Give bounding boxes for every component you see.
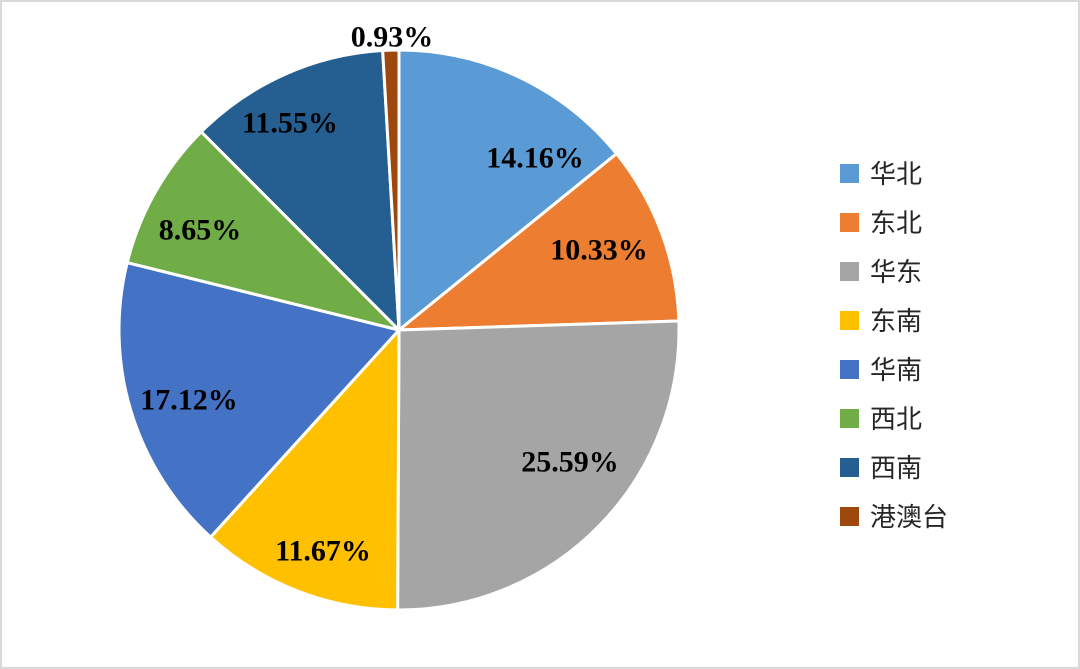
pie-data-label-华北: 14.16% (486, 142, 584, 175)
legend: 华北东北华东东南华南西北西南港澳台 (840, 149, 948, 541)
legend-item-东南: 东南 (840, 296, 948, 345)
pie-data-labels: 14.16% 10.33% 25.59% 11.67% 17.12% 8.65% 11.55… (140, 21, 648, 568)
pie-data-label-华南: 17.12% (140, 384, 238, 417)
pie-slice-华北 (397, 48, 619, 332)
legend-swatch-icon (840, 164, 859, 183)
legend-label: 华南 (870, 354, 923, 385)
pie-data-label-西南: 11.55% (242, 107, 338, 140)
pie-data-label-港澳台: 0.93% (351, 21, 434, 54)
pie-data-label-东南: 11.67% (275, 535, 371, 568)
legend-label: 东北 (870, 207, 923, 238)
legend-item-西南: 西南 (840, 443, 948, 492)
legend-item-华北: 华北 (840, 149, 948, 198)
legend-label: 西北 (870, 403, 923, 434)
pie-slice-华东 (396, 319, 681, 612)
legend-swatch-icon (840, 262, 859, 281)
legend-swatch-icon (840, 360, 859, 379)
legend-swatch-icon (840, 507, 859, 526)
legend-swatch-icon (840, 213, 859, 232)
legend-swatch-icon (840, 458, 859, 477)
legend-item-港澳台: 港澳台 (840, 492, 948, 541)
legend-item-华东: 华东 (840, 247, 948, 296)
legend-item-东北: 东北 (840, 198, 948, 247)
legend-label: 东南 (870, 305, 923, 336)
pie-slice-西南 (199, 48, 401, 332)
pie-data-label-华东: 25.59% (521, 446, 619, 479)
legend-item-西北: 西北 (840, 394, 948, 443)
legend-label: 华东 (870, 256, 923, 287)
legend-label: 港澳台 (870, 501, 949, 532)
legend-item-华南: 华南 (840, 345, 948, 394)
pie-slice-西北 (125, 130, 401, 332)
legend-swatch-icon (840, 409, 859, 428)
pie-slice-东北 (397, 152, 681, 332)
pie-slice-东南 (209, 328, 401, 612)
legend-swatch-icon (840, 311, 859, 330)
pie-slice-华南 (117, 261, 401, 539)
pie-data-label-东北: 10.33% (550, 234, 648, 267)
pie-data-label-西北: 8.65% (159, 214, 242, 247)
legend-label: 西南 (870, 452, 923, 483)
pie-slices (117, 48, 681, 612)
pie-slice-港澳台 (381, 48, 401, 332)
legend-label: 华北 (870, 158, 923, 189)
